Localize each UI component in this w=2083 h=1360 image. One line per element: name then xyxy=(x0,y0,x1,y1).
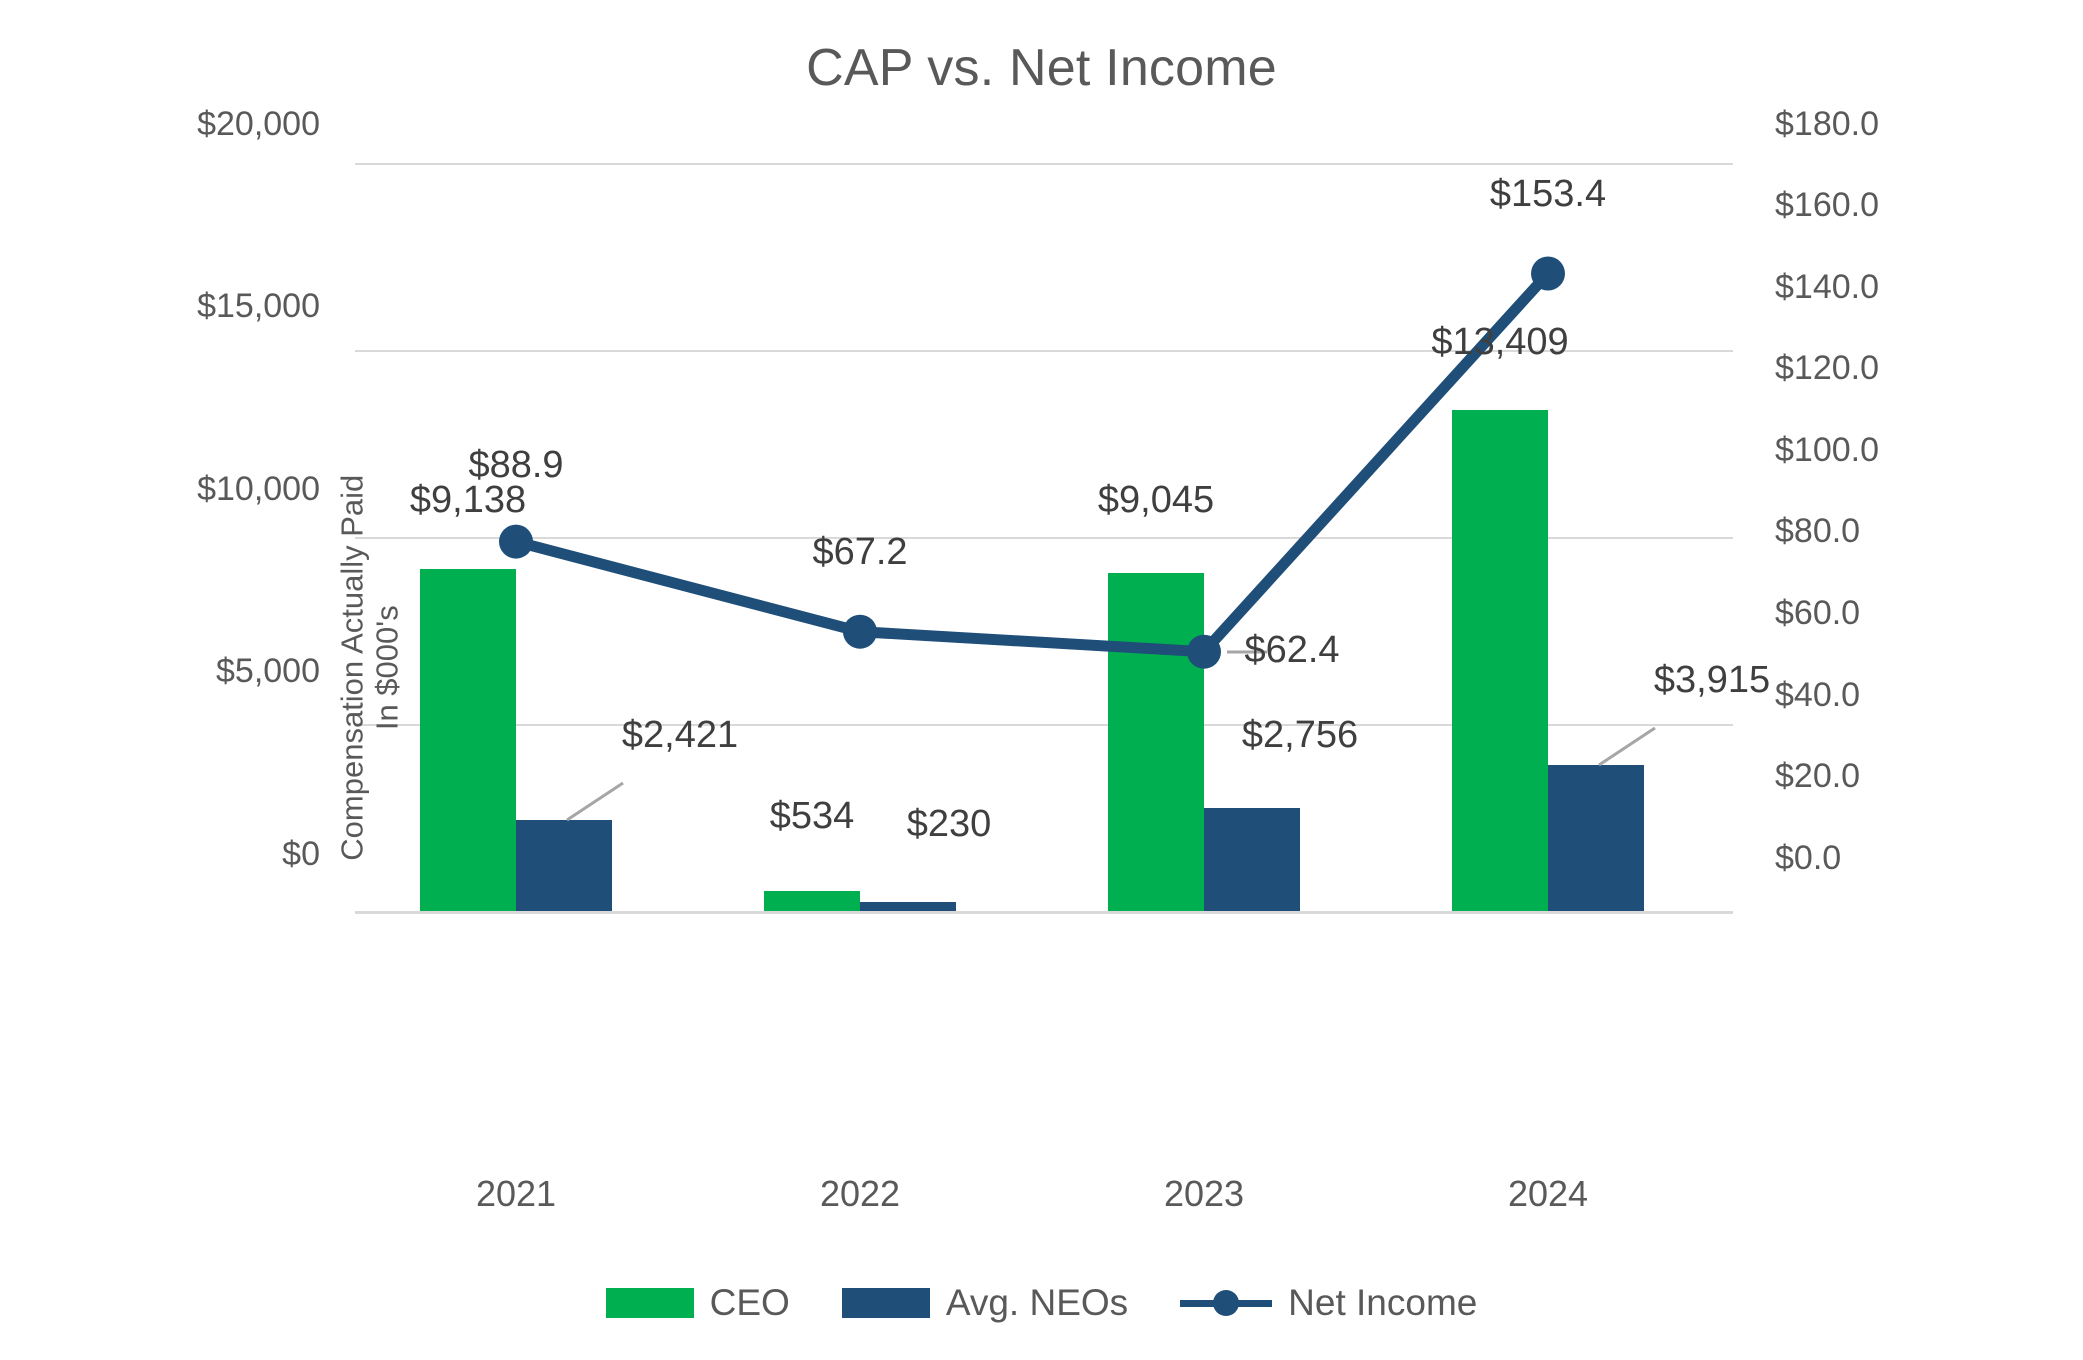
x-axis-line xyxy=(355,911,1733,914)
gridline-15000 xyxy=(355,350,1733,352)
data-label-ceo-2022: $534 xyxy=(769,795,855,837)
x-axis-category-2022: 2022 xyxy=(819,1173,901,1214)
x-axis-category-2021: 2021 xyxy=(475,1173,557,1214)
legend-item-net-income[interactable]: Net Income xyxy=(1180,1282,1477,1324)
y-axis-right-tick-140: $140.0 xyxy=(1775,268,1879,306)
bar-neo-2021[interactable] xyxy=(516,820,612,911)
legend-item-ceo[interactable]: CEO xyxy=(605,1282,790,1324)
chart-legend: CEO Avg. NEOs Net Income xyxy=(0,1282,2083,1324)
legend-item-avg-neos[interactable]: Avg. NEOs xyxy=(841,1282,1129,1324)
y-axis-right-tick-60: $60.0 xyxy=(1775,594,1861,632)
net-income-marker-2023[interactable] xyxy=(1187,634,1221,669)
data-label-net-2021: $88.9 xyxy=(468,444,564,486)
gridline-20000 xyxy=(355,163,1733,165)
y-axis-left-tick-10000: $10,000 xyxy=(197,470,320,508)
data-label-ceo-2024: $13,409 xyxy=(1431,321,1569,363)
y-axis-right-tick-40: $40.0 xyxy=(1775,676,1861,714)
data-label-ceo-2021: $9,138 xyxy=(409,479,527,521)
bar-ceo-2022[interactable] xyxy=(764,891,860,911)
data-label-neo-2022: $230 xyxy=(906,803,992,845)
bar-neo-2022[interactable] xyxy=(860,902,956,911)
legend-label-avg-neos: Avg. NEOs xyxy=(945,1282,1129,1323)
y-axis-right-tick-20: $20.0 xyxy=(1775,757,1861,795)
leader-line-neo-2021 xyxy=(566,781,624,822)
y-axis-left-tick-0: $0 xyxy=(282,835,320,873)
data-label-net-2022: $67.2 xyxy=(812,531,908,573)
data-label-neo-2023: $2,756 xyxy=(1241,714,1359,756)
chart-title: CAP vs. Net Income xyxy=(806,39,1277,97)
legend-label-ceo: CEO xyxy=(709,1282,790,1323)
legend-swatch-icon-avg-neos xyxy=(841,1288,930,1318)
data-label-net-2024: $153.4 xyxy=(1489,173,1607,215)
data-label-ceo-2023: $9,045 xyxy=(1097,479,1215,521)
net-income-marker-2021[interactable] xyxy=(499,524,533,559)
y-axis-right-tick-160: $160.0 xyxy=(1775,186,1879,224)
leader-line-neo-2024 xyxy=(1598,726,1656,767)
y-axis-left-tick-15000: $15,000 xyxy=(197,287,320,325)
legend-swatch-icon-ceo xyxy=(605,1288,694,1318)
y-axis-right-tick-0: $0.0 xyxy=(1775,839,1842,877)
net-income-polyline xyxy=(510,268,1554,658)
y-axis-left-title: Compensation Actually Paid In $000's xyxy=(334,408,404,928)
bar-neo-2023[interactable] xyxy=(1204,808,1300,911)
y-axis-left-tick-20000: $20,000 xyxy=(197,105,320,143)
gridline-5000 xyxy=(355,724,1733,726)
bar-neo-2024[interactable] xyxy=(1548,765,1644,911)
y-axis-left-title-line1: Compensation Actually Paid xyxy=(334,474,370,861)
bar-ceo-2024[interactable] xyxy=(1452,410,1548,911)
y-axis-left-title-line2: In $000's xyxy=(369,605,404,731)
data-label-neo-2024: $3,915 xyxy=(1653,659,1771,701)
bar-ceo-2021[interactable] xyxy=(420,569,516,911)
data-label-neo-2021: $2,421 xyxy=(621,714,739,756)
legend-line-marker-icon-net-income xyxy=(1180,1288,1273,1318)
net-income-line-series xyxy=(499,256,1656,822)
y-axis-right-tick-120: $120.0 xyxy=(1775,349,1879,387)
y-axis-right-tick-80: $80.0 xyxy=(1775,512,1861,550)
bar-ceo-2023[interactable] xyxy=(1108,573,1204,911)
gridline-10000 xyxy=(355,537,1733,539)
net-income-marker-2022[interactable] xyxy=(843,614,877,649)
y-axis-left-tick-5000: $5,000 xyxy=(216,652,320,690)
data-label-net-2023: $62.4 xyxy=(1244,629,1340,671)
x-axis-category-2024: 2024 xyxy=(1507,1173,1589,1214)
plot-area: $9,138 $534 $9,045 $13,409 $2,421 $230 $… xyxy=(334,163,1770,1214)
net-income-marker-2024[interactable] xyxy=(1531,256,1565,291)
legend-label-net-income: Net Income xyxy=(1288,1282,1478,1323)
y-axis-right-tick-180: $180.0 xyxy=(1775,105,1879,143)
y-axis-right-tick-100: $100.0 xyxy=(1775,431,1879,469)
x-axis-category-2023: 2023 xyxy=(1163,1173,1245,1214)
